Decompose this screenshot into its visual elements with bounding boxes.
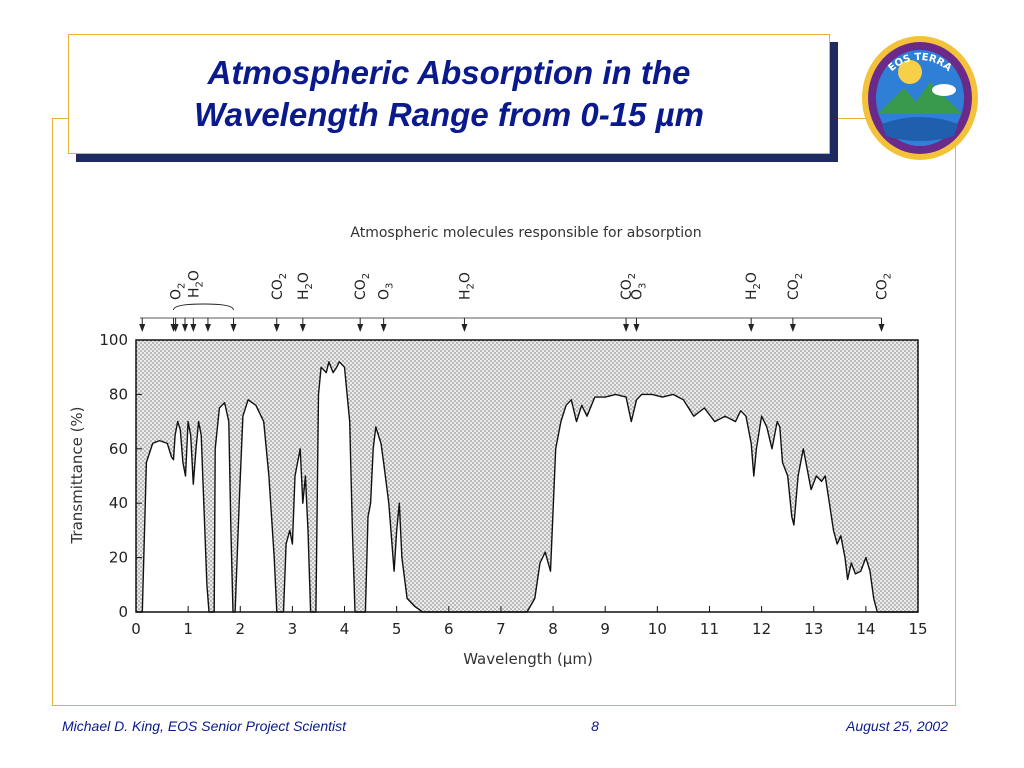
chart-title: Atmospheric molecules responsible for ab… bbox=[350, 225, 701, 241]
x-tick-label: 14 bbox=[856, 620, 875, 638]
molecule-label: CO2 bbox=[875, 273, 894, 300]
x-tick-label: 13 bbox=[804, 620, 823, 638]
molecule-label: O3 bbox=[629, 283, 648, 300]
molecule-label: CO2 bbox=[353, 273, 372, 300]
marker-arrowhead bbox=[190, 324, 197, 332]
x-tick-label: 6 bbox=[444, 620, 454, 638]
molecule-label: H2O bbox=[457, 272, 476, 300]
x-axis-label: Wavelength (µm) bbox=[463, 650, 593, 668]
x-axis: 0 1 2 3 4 5 6 7 8 9 10 11 12 13 14 15 bbox=[131, 606, 928, 638]
marker-arrowhead bbox=[461, 324, 468, 332]
x-tick-label: 11 bbox=[700, 620, 719, 638]
marker-arrowhead bbox=[230, 324, 237, 332]
marker-arrowhead bbox=[789, 324, 796, 332]
marker-arrowhead bbox=[204, 324, 211, 332]
logo-ocean bbox=[882, 117, 958, 141]
marker-arrowhead bbox=[748, 324, 755, 332]
eos-terra-logo: EOS TERRA bbox=[862, 36, 978, 160]
y-tick-label: 80 bbox=[109, 385, 128, 403]
x-tick-label: 0 bbox=[131, 620, 141, 638]
molecule-label: CO2 bbox=[619, 273, 638, 300]
x-tick-label: 15 bbox=[908, 620, 927, 638]
marker-arrowhead bbox=[623, 324, 630, 332]
transmittance-curve bbox=[136, 361, 918, 613]
plot-area bbox=[135, 339, 919, 613]
marker-arrowhead bbox=[878, 324, 885, 332]
molecule-label: H2O bbox=[296, 272, 315, 300]
x-tick-label: 9 bbox=[600, 620, 610, 638]
logo-cloud bbox=[932, 84, 956, 96]
molecule-label: CO2 bbox=[270, 273, 289, 300]
marker-brace bbox=[173, 303, 234, 311]
molecule-label: H2O bbox=[744, 272, 763, 300]
footer-date: August 25, 2002 bbox=[846, 718, 948, 734]
molecule-label: H2O bbox=[186, 270, 205, 298]
marker-arrowhead bbox=[633, 324, 640, 332]
y-tick-label: 100 bbox=[99, 331, 128, 349]
marker-arrowhead bbox=[380, 324, 387, 332]
y-tick-label: 60 bbox=[109, 440, 128, 458]
x-tick-label: 8 bbox=[548, 620, 558, 638]
x-tick-label: 3 bbox=[288, 620, 298, 638]
x-tick-label: 7 bbox=[496, 620, 506, 638]
footer-author: Michael D. King, EOS Senior Project Scie… bbox=[62, 718, 347, 734]
y-axis: 0 20 40 60 80 100 bbox=[99, 331, 142, 621]
y-tick-label: 20 bbox=[109, 549, 128, 567]
marker-arrowhead bbox=[357, 324, 364, 332]
x-tick-label: 5 bbox=[392, 620, 402, 638]
marker-arrowhead bbox=[299, 324, 306, 332]
logo-sun bbox=[898, 60, 922, 84]
y-tick-label: 40 bbox=[109, 494, 128, 512]
logo-mountain bbox=[878, 82, 962, 114]
title-line-2: Wavelength Range from 0-15 µm bbox=[194, 96, 704, 133]
absorption-chart: Atmospheric molecules responsible for ab… bbox=[68, 225, 928, 668]
y-axis-label: Transmittance (%) bbox=[68, 406, 86, 544]
plot-border bbox=[135, 339, 919, 613]
x-tick-label: 4 bbox=[340, 620, 350, 638]
marker-arrowhead bbox=[273, 324, 280, 332]
molecule-label: O3 bbox=[377, 283, 396, 300]
marker-arrowhead bbox=[182, 324, 189, 332]
molecule-label: CO2 bbox=[786, 273, 805, 300]
marker-arrowhead bbox=[170, 324, 177, 332]
y-tick-label: 0 bbox=[118, 603, 128, 621]
molecule-label: O2 bbox=[169, 283, 188, 300]
x-tick-label: 12 bbox=[752, 620, 771, 638]
page-number: 8 bbox=[591, 718, 599, 734]
x-tick-label: 2 bbox=[235, 620, 245, 638]
x-tick-label: 1 bbox=[183, 620, 193, 638]
transmittance-window bbox=[136, 361, 918, 612]
marker-arrowhead bbox=[139, 324, 146, 332]
title-line-1: Atmospheric Absorption in the bbox=[207, 54, 691, 91]
x-tick-label: 10 bbox=[648, 620, 667, 638]
slide-title: Atmospheric Absorption in the Wavelength… bbox=[68, 34, 830, 154]
